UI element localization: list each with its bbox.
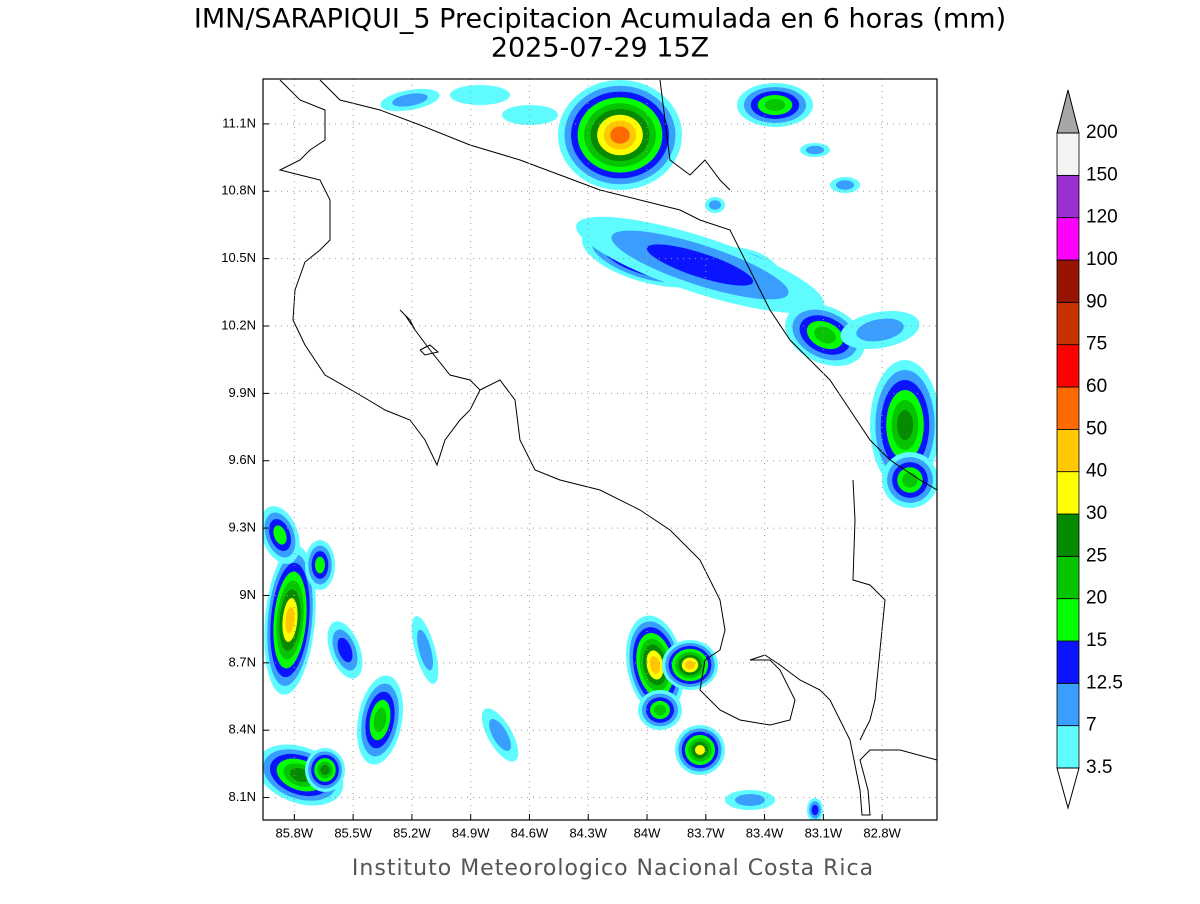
precip-contour [450,85,510,105]
precip-contour [896,410,914,440]
y-tick-label: 10.5N [221,250,256,265]
colorbar-label: 150 [1086,164,1118,185]
map-frame [262,78,938,821]
precip-contour [902,472,918,488]
colorbar-bin [1056,344,1080,388]
subtitle: 2025-07-29 15Z [491,33,709,64]
south-coast [479,379,937,816]
precip-contour [695,745,705,755]
colorbar-label: 25 [1086,545,1107,566]
colorbar-bin [1056,217,1080,261]
axes: 85.8W 85.5W 85.2W 84.9W 84.6W 84.3W 84W 83.7W 83… [221,115,901,840]
precip-contour [649,656,661,674]
lake-shore [659,79,731,191]
x-tick-label: 85.8W [276,825,314,840]
precip-contour [273,525,287,545]
y-tick-label: 8.1N [229,789,256,804]
colorbar-bin [1056,682,1080,727]
colorbar-label: 30 [1086,503,1107,524]
border-north [319,79,937,491]
precip-contour [337,637,353,663]
y-tick-label: 11.1N [222,115,256,130]
precip-contour [709,200,721,210]
precip-contour [654,704,666,716]
colorbar-label: 50 [1086,418,1107,439]
precip-contour [685,660,695,670]
x-tick-label: 83.1W [805,825,843,840]
y-tick-label: 8.4N [229,722,256,737]
x-tick-label: 84.6W [511,825,549,840]
colorbar-label: 75 [1086,334,1107,355]
precip-contour [285,606,295,634]
y-tick-label: 9.9N [229,385,256,400]
precip-contour [856,318,904,342]
y-tick-label: 10.2N [221,317,256,332]
precip-contour [814,326,836,344]
precip-contour [502,105,558,125]
colorbar-bin [1056,555,1080,600]
x-tick-label: 85.2W [393,825,431,840]
colorbar-bin [1056,174,1080,219]
y-tick-label: 8.7N [229,654,256,669]
colorbar-bin [1056,513,1080,557]
x-tick-label: 84.9W [452,825,490,840]
precip-contour [646,244,754,286]
colorbar-label: 120 [1086,207,1118,228]
colorbar-bin [1056,132,1080,176]
footer: Instituto Meteorologico Nacional Costa R… [352,856,874,881]
colorbar-bin [1056,725,1080,769]
y-tick-label: 9.6N [229,452,256,467]
precip-field [263,80,937,820]
colorbar-bin [1056,386,1080,430]
title: IMN/SARAPIQUI_5 Precipitacion Acumulada … [194,4,1006,35]
precip-contour [315,556,325,574]
precip-contour [764,99,786,111]
colorbar-bin [1056,640,1080,684]
colorbar-label: 12.5 [1086,672,1123,693]
colorbar-bin [1056,598,1080,642]
colorbar-label: 15 [1086,630,1107,651]
precip-contour [610,126,630,144]
colorbar-label: 20 [1086,588,1107,609]
coastlines [278,79,937,816]
precip-contour [373,707,387,733]
colorbar-label: 3.5 [1086,757,1112,778]
pacific-coast [278,79,481,467]
grid [263,79,937,820]
colorbar-label: 90 [1086,291,1107,312]
precip-contour [392,93,428,107]
precip-contour [289,767,311,783]
precip-contour [811,804,819,816]
colorbar-label: 100 [1086,249,1118,270]
x-tick-label: 83.4W [746,825,784,840]
y-tick-label: 9N [239,587,256,602]
border-south [852,479,886,741]
colorbar: 3.5 7 12.5 15 20 25 30 40 50 60 75 90 100 120 150 200 [1056,89,1123,810]
colorbar-bin [1056,428,1080,473]
precip-contour [806,145,824,155]
x-tick-label: 82.8W [863,825,901,840]
precip-contour [735,794,765,806]
island [419,344,440,356]
colorbar-bin [1056,301,1080,346]
colorbar-label: 200 [1086,122,1118,143]
colorbar-below [1056,767,1080,810]
colorbar-label: 7 [1086,715,1097,736]
precip-contour [320,764,330,776]
x-tick-label: 84W [634,825,661,840]
colorbar-bin [1056,471,1080,515]
y-tick-label: 9.3N [229,520,256,535]
x-tick-label: 85.5W [334,825,372,840]
precip-contour [417,629,433,671]
colorbar-above [1056,89,1080,134]
colorbar-label: 60 [1086,376,1107,397]
precip-contour [489,719,511,751]
x-tick-label: 83.7W [687,825,725,840]
colorbar-label: 40 [1086,461,1107,482]
x-tick-label: 84.3W [569,825,607,840]
colorbar-bin [1056,259,1080,303]
precip-contour [836,180,854,190]
y-tick-label: 10.8N [221,183,256,198]
